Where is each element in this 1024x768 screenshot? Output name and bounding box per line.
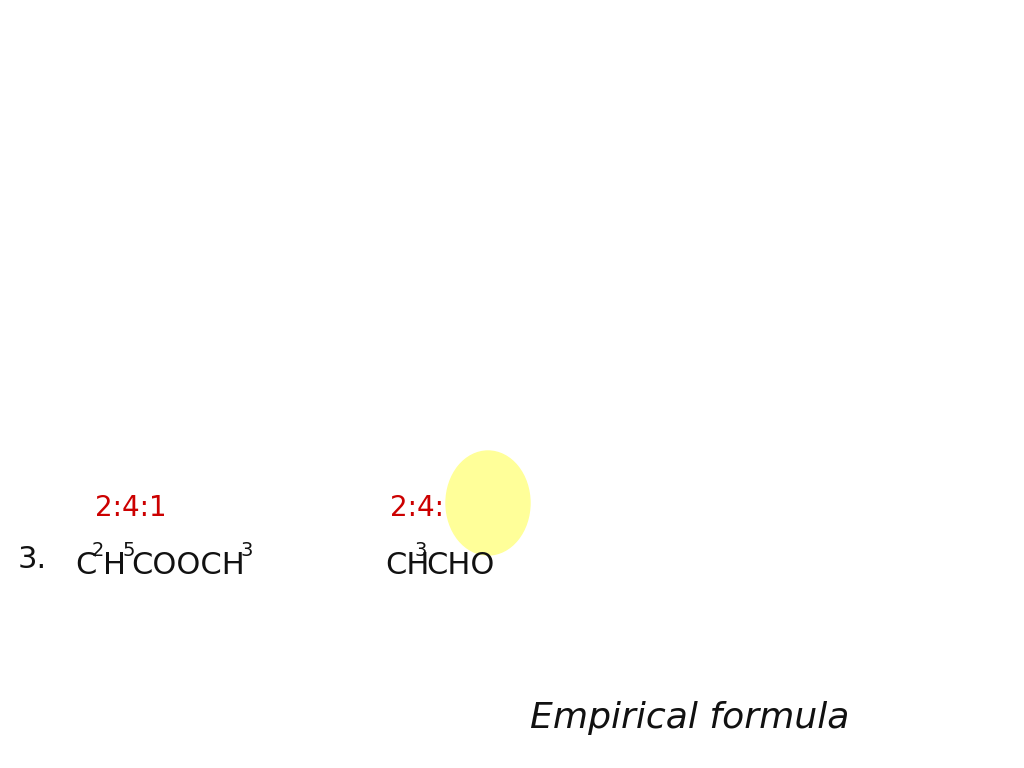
Text: Empirical formula: Empirical formula [530,701,850,735]
Ellipse shape [446,451,530,555]
Text: CHO: CHO [426,551,495,580]
Text: 2:4:1: 2:4:1 [95,494,167,522]
Text: 5: 5 [122,541,134,560]
Text: COOCH: COOCH [131,551,245,580]
Text: 3: 3 [240,541,252,560]
Text: C: C [75,551,96,580]
Text: 3.: 3. [18,545,47,574]
Text: 2:4:: 2:4: [390,494,444,522]
Text: CH: CH [385,551,429,580]
Text: H: H [103,551,126,580]
Text: 3: 3 [415,541,427,560]
Text: 2: 2 [92,541,104,560]
